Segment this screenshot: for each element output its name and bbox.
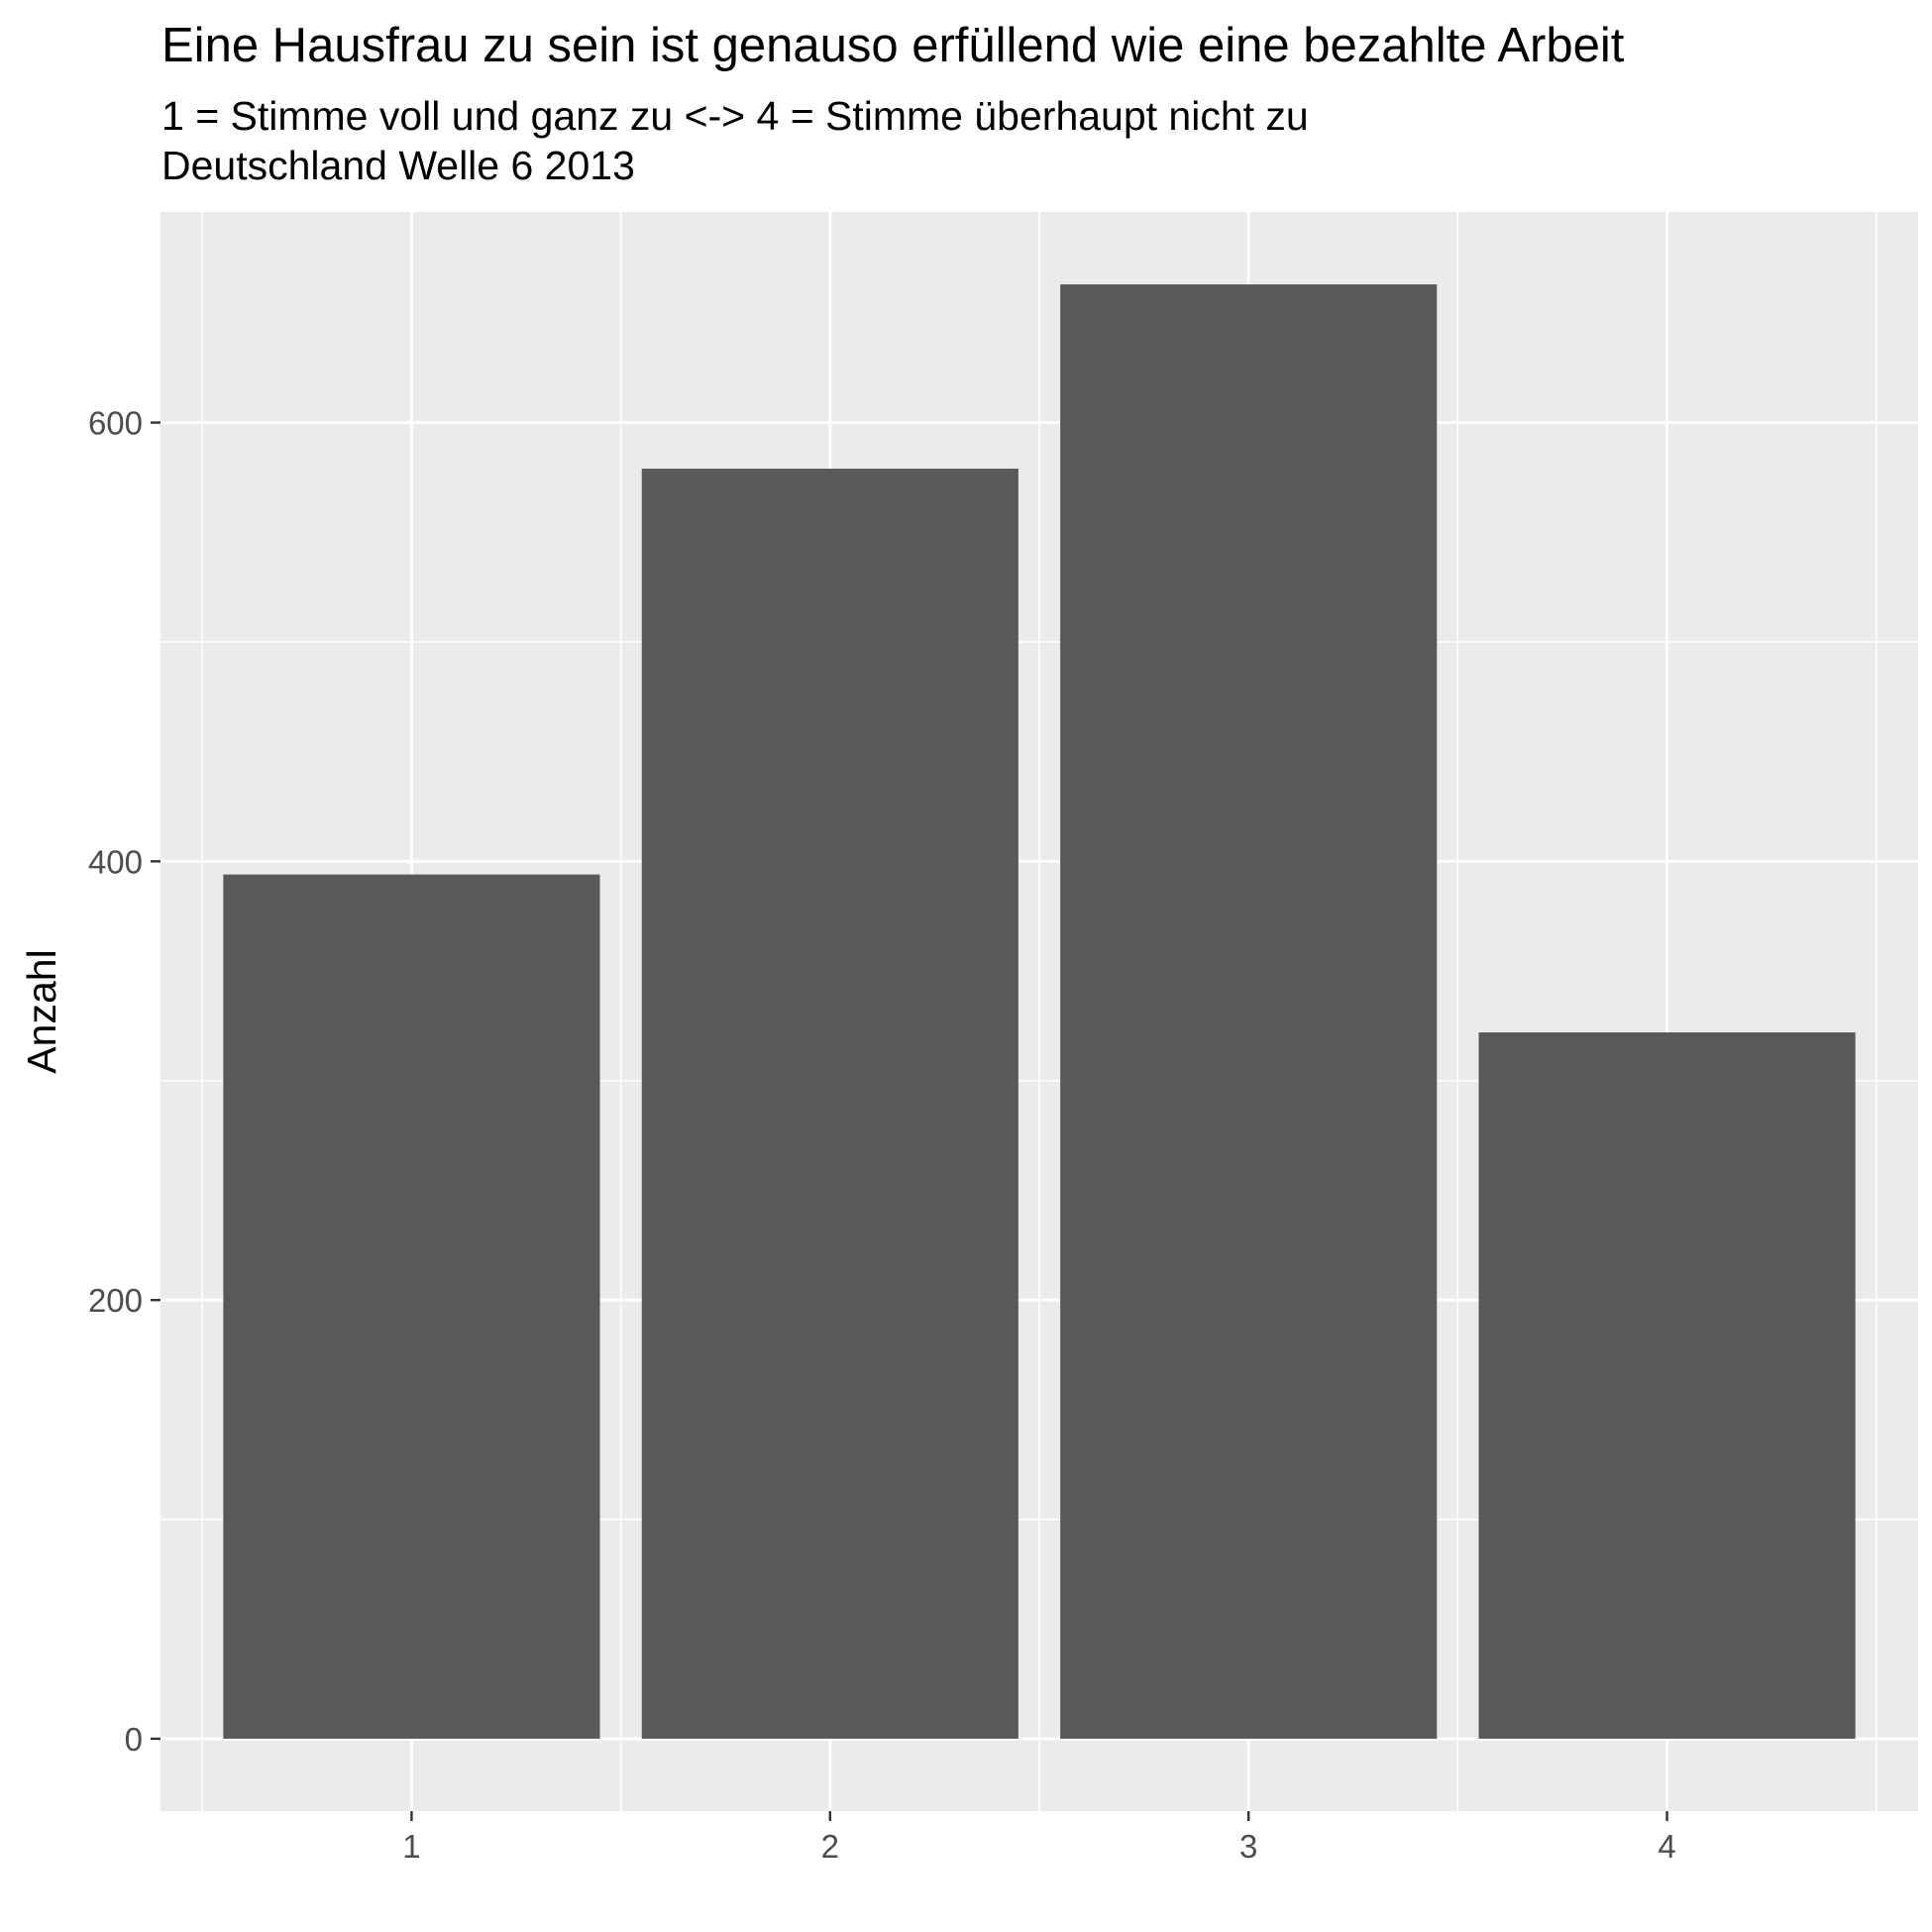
x-tick-label: 2	[821, 1828, 839, 1865]
bar-2	[641, 469, 1019, 1739]
y-tick-label: 200	[88, 1282, 143, 1319]
x-tick-label: 4	[1658, 1828, 1675, 1865]
x-tick-label: 3	[1239, 1828, 1257, 1865]
bar-4	[1478, 1032, 1856, 1739]
axes: 0 200 400 600 1 2 3 4	[88, 405, 1676, 1865]
bars	[223, 284, 1856, 1739]
y-tick-label: 400	[88, 843, 143, 880]
y-tick-label: 600	[88, 405, 143, 442]
chart-subtitle-line-1: 1 = Stimme voll und ganz zu <-> 4 = Stim…	[161, 93, 1309, 139]
y-axis-title: Anzahl	[19, 949, 64, 1073]
chart-subtitle-line-2: Deutschland Welle 6 2013	[161, 143, 635, 188]
bar-3	[1060, 284, 1438, 1739]
bar-1	[223, 874, 600, 1739]
x-tick-label: 1	[402, 1828, 420, 1865]
chart-title: Eine Hausfrau zu sein ist genauso erfüll…	[161, 19, 1625, 72]
y-tick-label: 0	[125, 1721, 143, 1758]
